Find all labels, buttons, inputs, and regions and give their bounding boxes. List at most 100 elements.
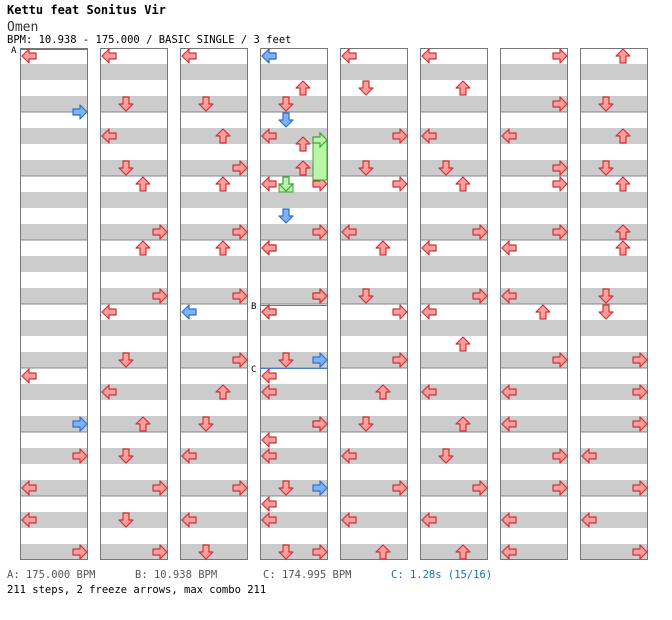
arrow-l-icon bbox=[421, 304, 437, 320]
column-border bbox=[500, 48, 568, 560]
arrow-shape bbox=[358, 288, 374, 304]
arrow-d-icon bbox=[598, 160, 614, 176]
arrow-shape bbox=[552, 160, 568, 176]
beat-stripe bbox=[340, 256, 408, 272]
arrow-l-icon bbox=[261, 240, 277, 256]
arrow-u-icon bbox=[615, 48, 631, 64]
arrow-shape bbox=[421, 48, 437, 64]
chart-column bbox=[340, 48, 408, 560]
beat-stripe bbox=[420, 224, 488, 240]
arrow-shape bbox=[455, 176, 471, 192]
beat-stripe bbox=[260, 320, 328, 336]
arrow-r-icon bbox=[552, 480, 568, 496]
beat-stripe bbox=[500, 64, 568, 80]
arrow-shape bbox=[455, 80, 471, 96]
beat-stripe bbox=[100, 352, 168, 368]
arrow-shape bbox=[152, 480, 168, 496]
freeze-arrow-head-icon bbox=[312, 131, 328, 149]
beat-stripe bbox=[500, 480, 568, 496]
arrow-shape bbox=[261, 512, 277, 528]
arrow-shape bbox=[472, 224, 488, 240]
beat-stripe bbox=[180, 224, 248, 240]
beat-stripe bbox=[580, 352, 648, 368]
beat-stripe bbox=[180, 352, 248, 368]
arrow-shape bbox=[152, 224, 168, 240]
beat-stripe bbox=[580, 416, 648, 432]
beat-stripe bbox=[420, 192, 488, 208]
arrow-r-icon bbox=[232, 288, 248, 304]
arrow-shape bbox=[358, 80, 374, 96]
arrow-u-icon bbox=[615, 176, 631, 192]
beat-stripe bbox=[100, 320, 168, 336]
beat-stripe bbox=[260, 288, 328, 304]
arrow-l-icon bbox=[341, 224, 357, 240]
beat-stripe bbox=[180, 544, 248, 560]
column-border bbox=[100, 48, 168, 560]
arrow-shape bbox=[72, 104, 88, 120]
arrow-r-icon bbox=[312, 416, 328, 432]
arrow-shape bbox=[501, 512, 517, 528]
arrow-shape bbox=[552, 176, 568, 192]
arrow-shape bbox=[581, 448, 597, 464]
beat-stripe bbox=[180, 160, 248, 176]
arrow-r-icon bbox=[472, 224, 488, 240]
beat-stripe bbox=[340, 320, 408, 336]
beat-stripe bbox=[180, 128, 248, 144]
arrow-r-icon bbox=[232, 352, 248, 368]
arrow-d-icon bbox=[598, 288, 614, 304]
arrow-shape bbox=[295, 136, 311, 152]
arrow-shape bbox=[472, 480, 488, 496]
arrow-d-icon bbox=[198, 96, 214, 112]
arrow-d-icon bbox=[358, 160, 374, 176]
beat-stripe bbox=[420, 544, 488, 560]
beat-stripe bbox=[340, 192, 408, 208]
beat-stripe bbox=[340, 384, 408, 400]
beat-stripe bbox=[180, 256, 248, 272]
arrow-r-icon bbox=[632, 352, 648, 368]
legend-stop-c: C: 1.28s (15/16) bbox=[391, 569, 493, 581]
arrow-shape bbox=[118, 448, 134, 464]
beat-stripe bbox=[340, 64, 408, 80]
arrow-shape bbox=[232, 352, 248, 368]
arrow-shape bbox=[278, 208, 294, 224]
beat-stripe bbox=[20, 384, 88, 400]
arrow-shape bbox=[215, 176, 231, 192]
arrow-shape bbox=[421, 304, 437, 320]
arrow-l-icon bbox=[261, 176, 277, 192]
arrow-l-icon bbox=[261, 384, 277, 400]
arrow-shape bbox=[152, 288, 168, 304]
arrow-shape bbox=[552, 96, 568, 112]
arrow-l-icon bbox=[581, 512, 597, 528]
arrow-shape bbox=[101, 384, 117, 400]
chart-column bbox=[420, 48, 488, 560]
arrow-shape bbox=[375, 240, 391, 256]
arrow-shape bbox=[312, 416, 328, 432]
arrow-shape bbox=[455, 336, 471, 352]
arrow-l-icon bbox=[261, 496, 277, 512]
beat-stripe bbox=[340, 480, 408, 496]
arrow-shape bbox=[312, 288, 328, 304]
beat-stripe bbox=[180, 64, 248, 80]
arrow-l-icon bbox=[421, 384, 437, 400]
arrow-r-icon bbox=[312, 544, 328, 560]
arrow-l-icon bbox=[261, 48, 277, 64]
arrow-shape bbox=[455, 416, 471, 432]
arrow-shape bbox=[358, 416, 374, 432]
arrow-l-icon bbox=[181, 48, 197, 64]
beat-stripe bbox=[260, 480, 328, 496]
arrow-r-icon bbox=[552, 448, 568, 464]
arrow-l-icon bbox=[21, 480, 37, 496]
beat-stripe bbox=[420, 352, 488, 368]
arrow-shape bbox=[72, 416, 88, 432]
arrow-l-icon bbox=[261, 512, 277, 528]
beat-stripe bbox=[180, 512, 248, 528]
arrow-l-icon bbox=[501, 384, 517, 400]
arrow-l-icon bbox=[501, 416, 517, 432]
arrow-l-icon bbox=[181, 512, 197, 528]
arrow-shape bbox=[581, 512, 597, 528]
arrow-l-icon bbox=[101, 48, 117, 64]
beat-stripe bbox=[20, 256, 88, 272]
beat-stripe bbox=[20, 512, 88, 528]
arrow-l-icon bbox=[261, 448, 277, 464]
arrow-r-icon bbox=[552, 224, 568, 240]
